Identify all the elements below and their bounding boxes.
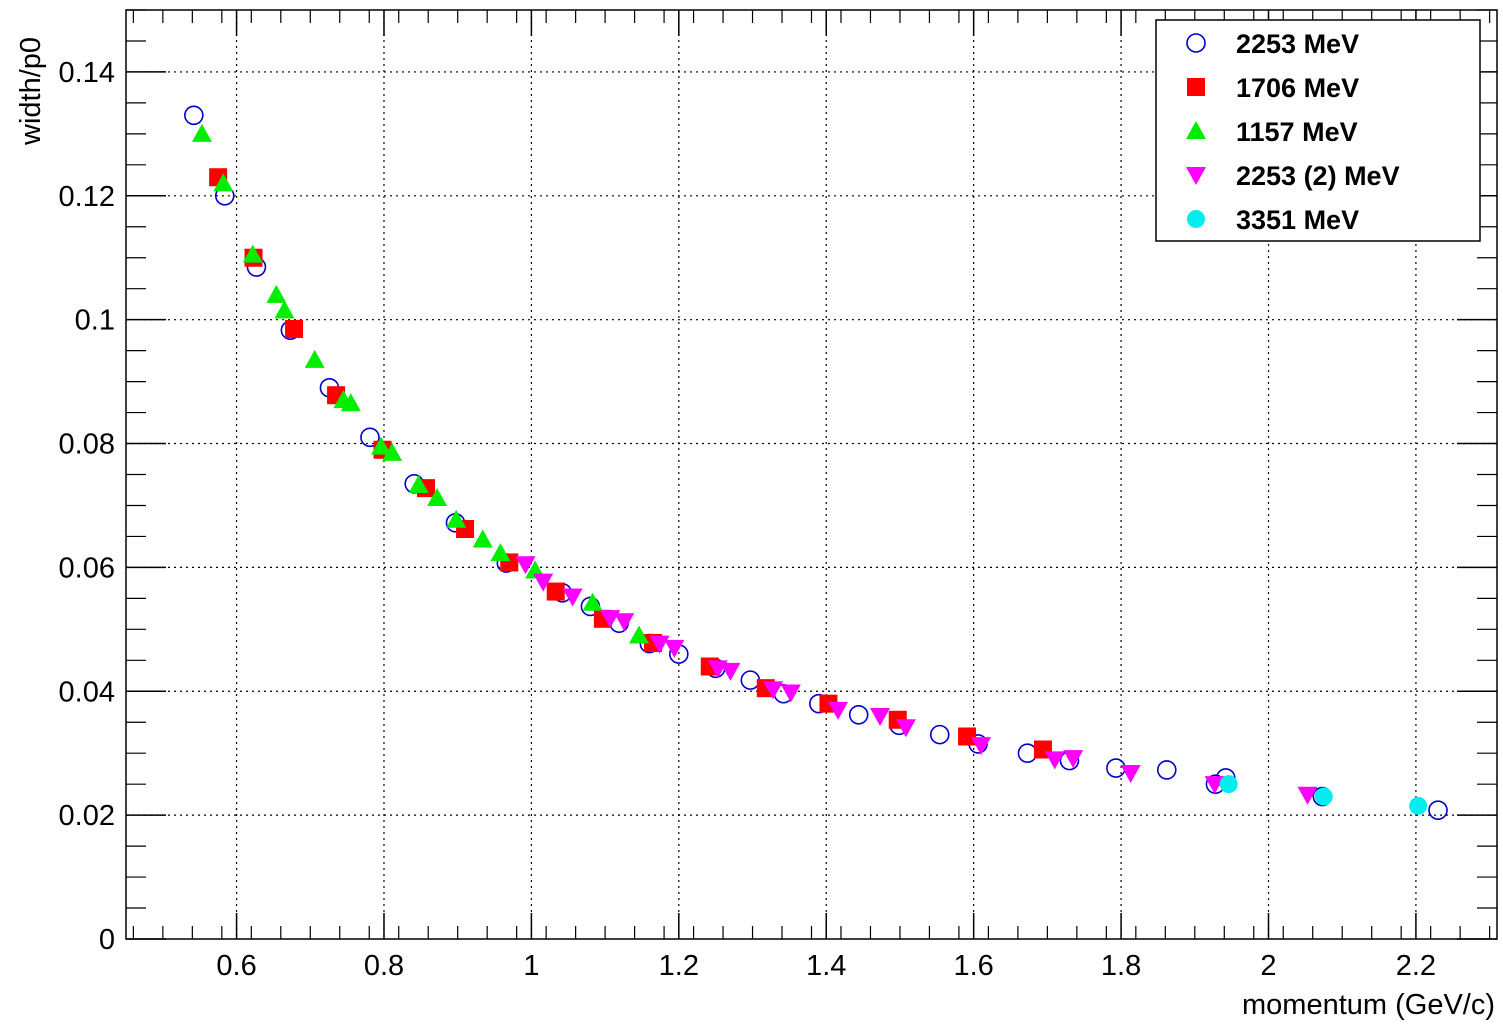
data-point [958, 727, 977, 746]
data-point [664, 639, 685, 658]
data-point [720, 662, 741, 681]
legend-item: 3351 MeV [1187, 205, 1359, 235]
data-point [1219, 775, 1238, 794]
data-point [408, 475, 429, 494]
legend-label: 1706 MeV [1236, 73, 1359, 103]
data-point [780, 684, 801, 703]
data-point [360, 427, 380, 448]
data-point [1063, 750, 1084, 769]
data-point [515, 556, 536, 575]
y-tick-label: 0.1 [75, 305, 115, 337]
data-point [340, 393, 361, 412]
grid [126, 10, 1497, 939]
x-tick-label: 1 [523, 950, 539, 982]
legend-marker [1186, 33, 1206, 53]
data-point [242, 244, 263, 263]
legend-box [1155, 19, 1481, 242]
data-point [304, 349, 325, 368]
data-point [582, 592, 603, 611]
legend-label: 2253 (2) MeV [1236, 161, 1400, 191]
data-point [274, 300, 295, 319]
legend-item: 1157 MeV [1186, 117, 1358, 147]
x-tick-label: 1.4 [806, 950, 846, 982]
data-point [929, 724, 950, 745]
data-point [285, 319, 304, 338]
data-point [1409, 796, 1428, 815]
data-point [895, 719, 916, 738]
y-axis-label: width/p0 [15, 37, 47, 146]
legend-label: 1157 MeV [1236, 117, 1358, 147]
legend-marker [1187, 210, 1205, 228]
data-point [546, 582, 565, 601]
data-point [562, 588, 583, 607]
y-tick-label: 0.04 [59, 676, 115, 708]
y-tick-label: 0.08 [59, 429, 115, 461]
legend-marker [1186, 167, 1206, 185]
data-point [533, 573, 554, 592]
x-axis-label: momentum (GeV/c) [1242, 989, 1495, 1021]
data-point [971, 737, 992, 756]
data-point [213, 173, 234, 192]
data-point [490, 543, 511, 562]
data-point [1204, 776, 1225, 795]
y-tick-label: 0.02 [59, 800, 115, 832]
data-point [446, 509, 467, 528]
legend-marker [1187, 78, 1205, 96]
data-point [629, 625, 650, 644]
data-point [848, 705, 869, 725]
data-point [1044, 751, 1065, 770]
data-point [191, 123, 212, 142]
data-point [266, 284, 287, 303]
legend-label: 3351 MeV [1236, 205, 1359, 235]
data-point [870, 708, 891, 727]
x-tick-label: 1.6 [953, 950, 993, 982]
data-point [472, 529, 493, 548]
series-2 [191, 123, 650, 644]
series-3 [515, 556, 1318, 805]
data-point [1314, 787, 1333, 806]
legend-item: 2253 MeV [1186, 29, 1359, 59]
x-tick-label: 2.2 [1396, 950, 1436, 982]
legend: 2253 MeV 1706 MeV 1157 MeV 2253 (2) MeV 3351… [1155, 19, 1481, 242]
data-point [614, 613, 635, 632]
legend-item: 2253 (2) MeV [1186, 161, 1400, 191]
y-tick-label: 0.06 [59, 552, 115, 584]
tick-labels: 0.6 0.8 1 1.2 1.4 1.6 1.8 2 2.2 0 0.02 0.04 0.06 0.08… [59, 57, 1437, 982]
data-point [1156, 760, 1177, 780]
data-point [1297, 786, 1318, 805]
data-point [371, 436, 392, 455]
legend-marker [1186, 121, 1206, 139]
legend-label: 2253 MeV [1236, 29, 1359, 59]
x-tick-label: 1.2 [659, 950, 699, 982]
y-tick-label: 0 [99, 924, 115, 956]
legend-item: 1706 MeV [1187, 73, 1359, 103]
series-4 [1219, 775, 1428, 815]
data-points [184, 105, 1448, 820]
data-point [763, 681, 784, 700]
x-tick-label: 0.6 [216, 950, 256, 982]
y-tick-label: 0.14 [59, 57, 115, 89]
data-point [382, 442, 403, 461]
data-point [1120, 765, 1141, 784]
data-point [1428, 800, 1448, 820]
y-tick-label: 0.12 [59, 181, 115, 213]
data-point [184, 105, 204, 126]
x-tick-label: 1.8 [1101, 950, 1141, 982]
x-tick-label: 2 [1260, 950, 1276, 982]
data-point [828, 701, 849, 720]
x-tick-label: 0.8 [364, 950, 404, 982]
data-point [427, 488, 448, 507]
